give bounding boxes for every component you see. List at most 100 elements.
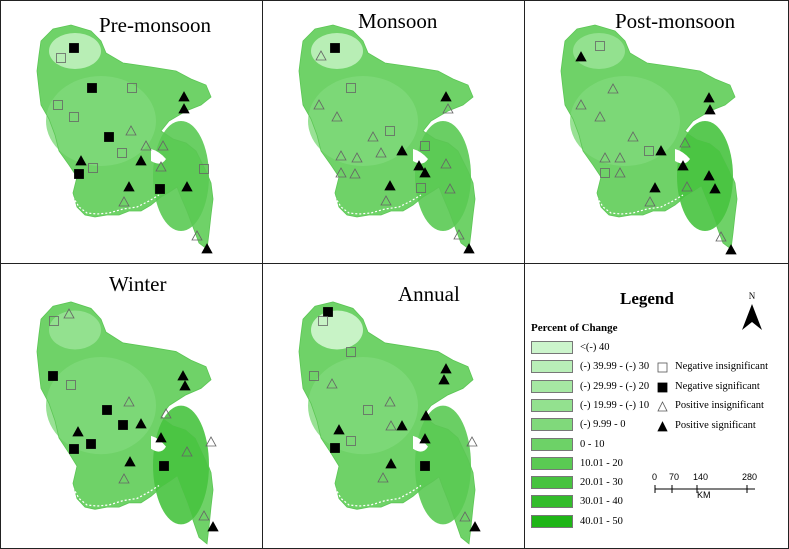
panel-title: Winter xyxy=(109,272,167,296)
negative-insignificant-marker xyxy=(318,316,328,326)
positive-significant-marker xyxy=(649,182,661,193)
negative-significant-marker xyxy=(87,83,97,93)
country-border xyxy=(36,301,214,545)
change-zone xyxy=(573,33,625,69)
negative-insignificant-marker xyxy=(595,41,605,51)
change-zone xyxy=(677,121,733,231)
panel-title: Post-monsoon xyxy=(615,9,736,33)
negative-significant-marker xyxy=(104,132,114,142)
positive-insignificant-marker xyxy=(681,181,693,192)
positive-insignificant-marker xyxy=(614,167,626,178)
legend-swatch xyxy=(531,437,573,451)
legend-swatch xyxy=(531,456,573,470)
positive-insignificant-marker xyxy=(375,147,387,158)
positive-significant-marker xyxy=(179,380,191,391)
positive-significant-marker xyxy=(178,103,190,114)
negative-significant-marker xyxy=(86,439,96,449)
scale-tick-label: 70 xyxy=(669,472,680,482)
legend-symbol-label: Negative significant xyxy=(675,380,760,392)
positive-insignificant-marker xyxy=(155,161,167,172)
legend-panel: Legend N Percent of Change <(-) 40 (-) 39… xyxy=(524,263,789,549)
negative-significant-marker xyxy=(155,184,165,194)
positive-significant-marker xyxy=(135,155,147,166)
scale-bar-line xyxy=(654,485,755,493)
change-zone xyxy=(311,310,363,350)
negative-significant-marker xyxy=(69,43,79,53)
positive-significant-marker xyxy=(385,458,397,469)
positive-significant-icon xyxy=(657,420,668,431)
negative-insignificant-marker xyxy=(309,371,319,381)
change-zone xyxy=(46,76,156,166)
map-panel-pre-monsoon: Pre-monsoon xyxy=(0,0,264,265)
negative-significant-marker xyxy=(118,420,128,430)
legend-title: Legend xyxy=(620,289,674,308)
change-zone xyxy=(49,310,101,350)
panel-title: Annual xyxy=(398,282,460,306)
legend-class-label: 40.01 - 50 xyxy=(580,515,623,527)
negative-significant-icon xyxy=(657,382,668,392)
legend-class-label: (-) 39.99 - (-) 30 xyxy=(580,361,650,373)
river-estuary xyxy=(413,149,428,164)
positive-insignificant-marker xyxy=(607,83,619,94)
change-zone xyxy=(46,357,156,455)
positive-insignificant-marker xyxy=(385,420,397,431)
legend-class-label: (-) 9.99 - 0 xyxy=(580,419,626,431)
positive-significant-marker xyxy=(725,244,737,255)
positive-significant-marker xyxy=(655,145,667,156)
country-border xyxy=(36,24,214,250)
positive-significant-marker xyxy=(181,181,193,192)
negative-insignificant-marker xyxy=(346,347,356,357)
legend-class-label: (-) 19.99 - (-) 10 xyxy=(580,399,650,411)
positive-insignificant-marker xyxy=(644,196,656,207)
panel-title: Monsoon xyxy=(358,9,438,33)
positive-insignificant-marker xyxy=(63,308,75,319)
legend-swatch xyxy=(531,495,573,509)
positive-significant-marker xyxy=(177,370,189,381)
positive-insignificant-marker xyxy=(191,230,203,241)
river-estuary xyxy=(675,149,690,164)
positive-insignificant-marker xyxy=(349,168,361,179)
bangladesh-map xyxy=(298,301,481,545)
positive-significant-marker xyxy=(333,424,345,435)
country-border xyxy=(298,24,476,250)
negative-insignificant-marker xyxy=(117,148,127,158)
negative-significant-marker xyxy=(74,169,84,179)
positive-insignificant-icon xyxy=(657,401,668,412)
positive-significant-marker xyxy=(703,170,715,181)
bangladesh-map xyxy=(36,24,214,254)
negative-insignificant-icon xyxy=(657,362,668,373)
positive-insignificant-marker xyxy=(384,396,396,407)
positive-insignificant-marker xyxy=(198,510,210,521)
positive-significant-marker xyxy=(413,160,425,171)
negative-significant-marker xyxy=(420,461,430,471)
positive-significant-marker xyxy=(677,160,689,171)
legend-class-label: <(-) 40 xyxy=(580,342,610,353)
legend-swatch xyxy=(531,379,573,393)
negative-significant-marker xyxy=(102,405,112,415)
positive-significant-marker xyxy=(135,418,147,429)
change-zone xyxy=(570,76,680,166)
positive-significant-marker xyxy=(703,92,715,103)
positive-insignificant-marker xyxy=(335,150,347,161)
positive-insignificant-marker xyxy=(466,436,478,447)
positive-significant-marker xyxy=(463,243,475,254)
positive-significant-marker xyxy=(155,432,167,443)
change-zone xyxy=(308,357,418,455)
bangladesh-map xyxy=(560,24,738,255)
coastline xyxy=(72,194,160,215)
positive-significant-marker xyxy=(419,167,431,178)
country-border xyxy=(560,24,738,250)
positive-significant-marker xyxy=(124,456,136,467)
scale-tick-label: 280 xyxy=(742,472,758,482)
positive-insignificant-marker xyxy=(331,111,343,122)
positive-significant-marker xyxy=(396,420,408,431)
positive-insignificant-marker xyxy=(140,140,152,151)
positive-insignificant-marker xyxy=(377,472,389,483)
positive-significant-marker xyxy=(440,363,452,374)
change-zone xyxy=(415,405,471,525)
positive-significant-marker xyxy=(419,433,431,444)
positive-insignificant-marker xyxy=(118,473,130,484)
legend-class-label: (-) 29.99 - (-) 20 xyxy=(580,380,650,392)
negative-significant-marker xyxy=(69,444,79,454)
positive-insignificant-marker xyxy=(594,111,606,122)
